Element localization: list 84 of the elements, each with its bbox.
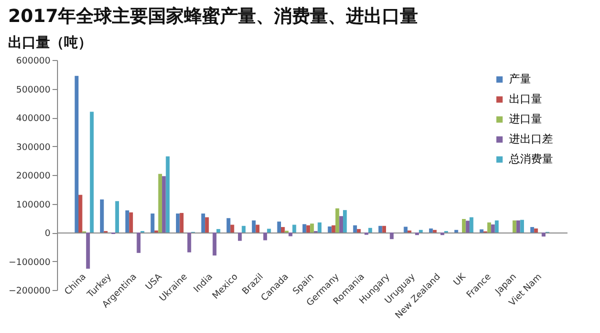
bar: [176, 214, 180, 232]
bar: [318, 222, 322, 232]
bar: [288, 232, 292, 236]
bar: [520, 220, 524, 232]
legend-label: 总消费量: [508, 152, 553, 166]
bar: [205, 217, 209, 232]
bar: [216, 229, 220, 232]
bar: [470, 217, 474, 232]
bar: [252, 220, 256, 232]
legend-label: 产量: [509, 72, 531, 86]
bar: [201, 214, 206, 232]
bar: [166, 156, 170, 232]
bar: [125, 210, 130, 232]
bar: [90, 112, 94, 232]
bar: [129, 212, 133, 232]
bar: [335, 208, 340, 232]
y-tick-label: 400000: [16, 114, 51, 124]
bar: [277, 222, 281, 232]
bar: [491, 224, 495, 232]
bar: [256, 224, 260, 232]
bar: [158, 174, 162, 232]
bar: [480, 229, 484, 232]
bar: [267, 228, 271, 232]
bar: [180, 212, 184, 232]
bar: [462, 218, 466, 232]
bar: [542, 232, 546, 237]
legend-label: 出口量: [509, 92, 542, 106]
bar: [150, 214, 154, 232]
y-tick-label: 600000: [16, 56, 51, 66]
bar: [429, 228, 433, 232]
bar: [162, 176, 166, 232]
bar: [343, 210, 347, 232]
bar: [487, 222, 492, 232]
bar: [306, 225, 310, 232]
y-tick-label: −200000: [8, 286, 51, 296]
legend-label: 进口量: [509, 112, 542, 126]
bar: [353, 225, 357, 232]
bar: [512, 220, 516, 232]
bar: [516, 220, 520, 232]
bar: [226, 218, 230, 232]
bar: [466, 220, 470, 232]
x-tick-label: UK: [452, 271, 469, 288]
bar: [74, 76, 79, 232]
bar: [242, 226, 246, 232]
bar: [230, 224, 234, 232]
bar: [238, 232, 242, 241]
bar: [382, 226, 386, 232]
bar: [494, 220, 499, 232]
bar: [534, 228, 538, 232]
y-tick-label: −100000: [8, 258, 51, 268]
bar: [328, 226, 332, 232]
bar: [100, 199, 104, 232]
bar: [310, 224, 314, 232]
y-tick-label: 0: [44, 229, 51, 239]
legend-label: 进出口差: [509, 132, 553, 146]
bar: [86, 232, 90, 269]
bar: [390, 232, 394, 240]
bar: [440, 232, 444, 236]
bar: [415, 232, 419, 236]
y-tick-label: 200000: [16, 172, 51, 182]
bar: [302, 224, 306, 232]
y-tick-label: 100000: [16, 200, 51, 210]
bar: [356, 229, 361, 232]
chart-subtitle: 出口量（吨）: [8, 35, 92, 51]
bar: [187, 232, 192, 252]
bar: [530, 227, 534, 232]
bar: [115, 201, 120, 232]
bar: [212, 232, 216, 256]
bar: [368, 228, 372, 232]
bar: [263, 232, 268, 240]
bar: [378, 226, 382, 232]
bar: [432, 230, 437, 232]
bar: [404, 226, 408, 232]
y-tick-label: 300000: [16, 142, 51, 153]
bar: [454, 230, 458, 232]
bar: [332, 225, 336, 232]
bar: [292, 224, 296, 232]
bar: [339, 216, 344, 232]
bar: [280, 227, 285, 232]
bar: [418, 230, 423, 232]
y-tick-label: 500000: [16, 85, 51, 96]
chart-title: 2017年全球主要国家蜂蜜产量、消费量、进出口量: [8, 6, 418, 27]
bar: [78, 194, 82, 232]
bar: [136, 232, 141, 253]
